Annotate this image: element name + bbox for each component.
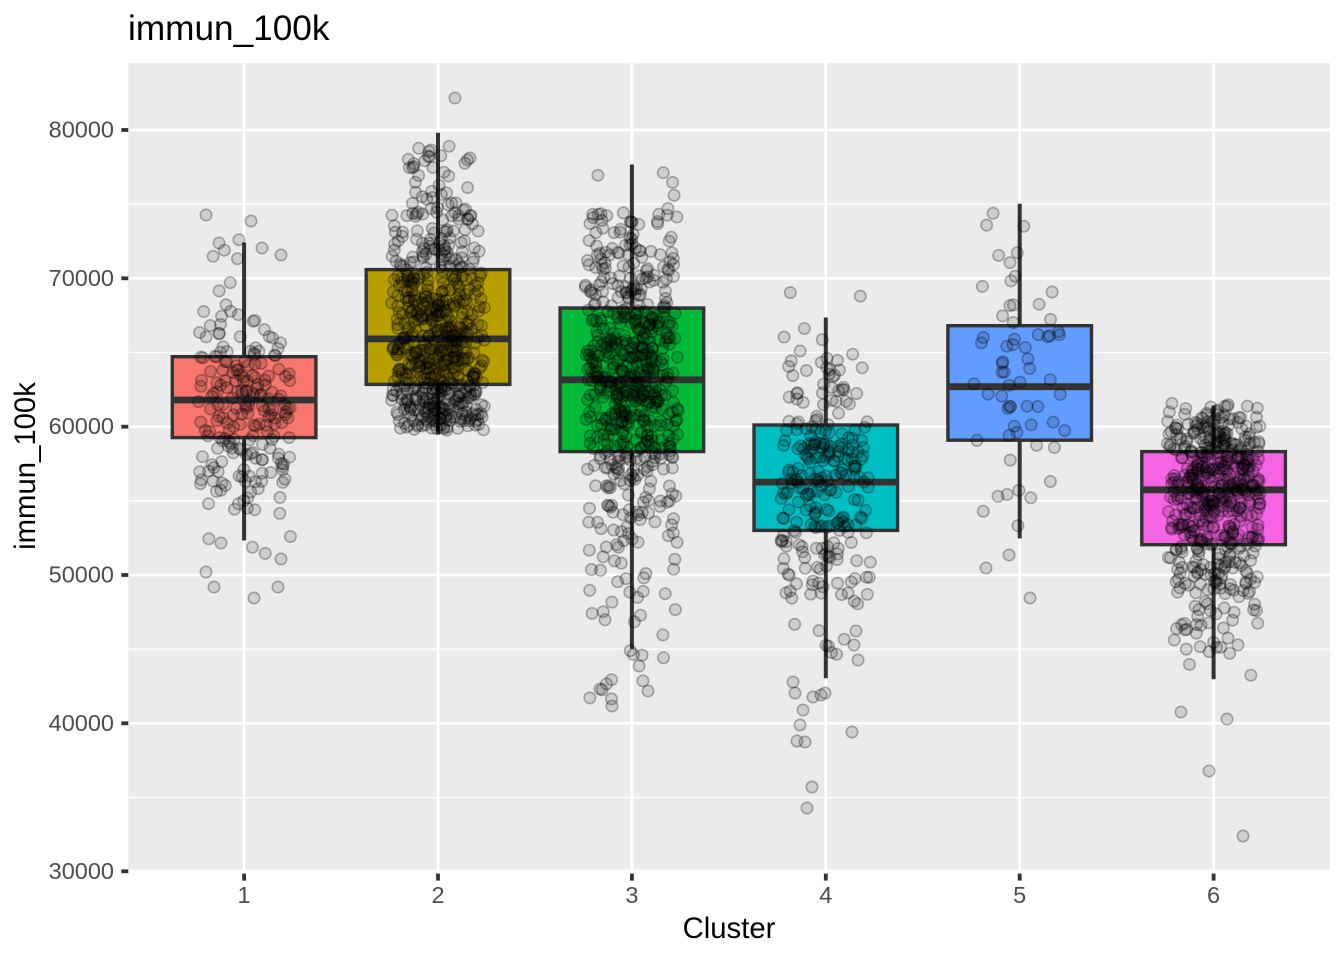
svg-text:50000: 50000: [49, 562, 114, 588]
svg-text:5: 5: [1013, 882, 1026, 908]
svg-text:Cluster: Cluster: [683, 912, 776, 945]
svg-text:4: 4: [819, 882, 832, 908]
svg-text:70000: 70000: [49, 265, 114, 291]
svg-text:6: 6: [1207, 882, 1220, 908]
svg-text:1: 1: [238, 882, 251, 908]
svg-text:2: 2: [431, 882, 444, 908]
svg-text:30000: 30000: [49, 858, 114, 884]
svg-text:40000: 40000: [49, 710, 114, 736]
svg-text:immun_100k: immun_100k: [128, 9, 330, 48]
svg-text:3: 3: [625, 882, 638, 908]
svg-text:immun_100k: immun_100k: [9, 382, 42, 550]
svg-text:60000: 60000: [49, 413, 114, 439]
svg-text:80000: 80000: [49, 117, 114, 143]
